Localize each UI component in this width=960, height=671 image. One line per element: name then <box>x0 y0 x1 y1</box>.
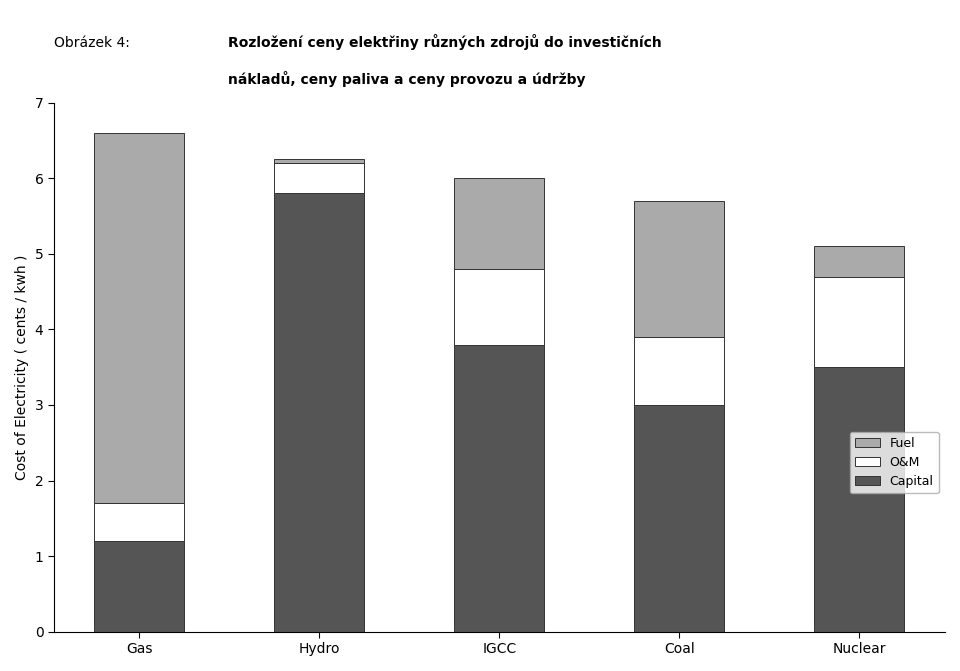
Bar <box>275 160 365 163</box>
Bar <box>635 405 725 631</box>
Bar <box>454 178 544 269</box>
Bar <box>94 133 184 503</box>
Bar <box>814 367 904 631</box>
Bar <box>454 269 544 344</box>
Bar <box>814 246 904 276</box>
Bar <box>275 193 365 631</box>
Bar <box>814 276 904 367</box>
Bar <box>94 503 184 541</box>
Bar <box>635 201 725 337</box>
Bar <box>454 344 544 631</box>
Legend: Fuel, O&M, Capital: Fuel, O&M, Capital <box>850 431 939 493</box>
Bar <box>275 163 365 193</box>
Y-axis label: Cost of Electricity ( cents / kwh ): Cost of Electricity ( cents / kwh ) <box>15 254 29 480</box>
Bar <box>94 541 184 631</box>
Text: Obrázek 4:: Obrázek 4: <box>54 36 134 50</box>
Bar <box>635 337 725 405</box>
Text: nákladů, ceny paliva a ceny provozu a údržby: nákladů, ceny paliva a ceny provozu a úd… <box>228 71 586 87</box>
Text: Rozložení ceny elektřiny různých zdrojů do investičních: Rozložení ceny elektřiny různých zdrojů … <box>228 34 661 50</box>
